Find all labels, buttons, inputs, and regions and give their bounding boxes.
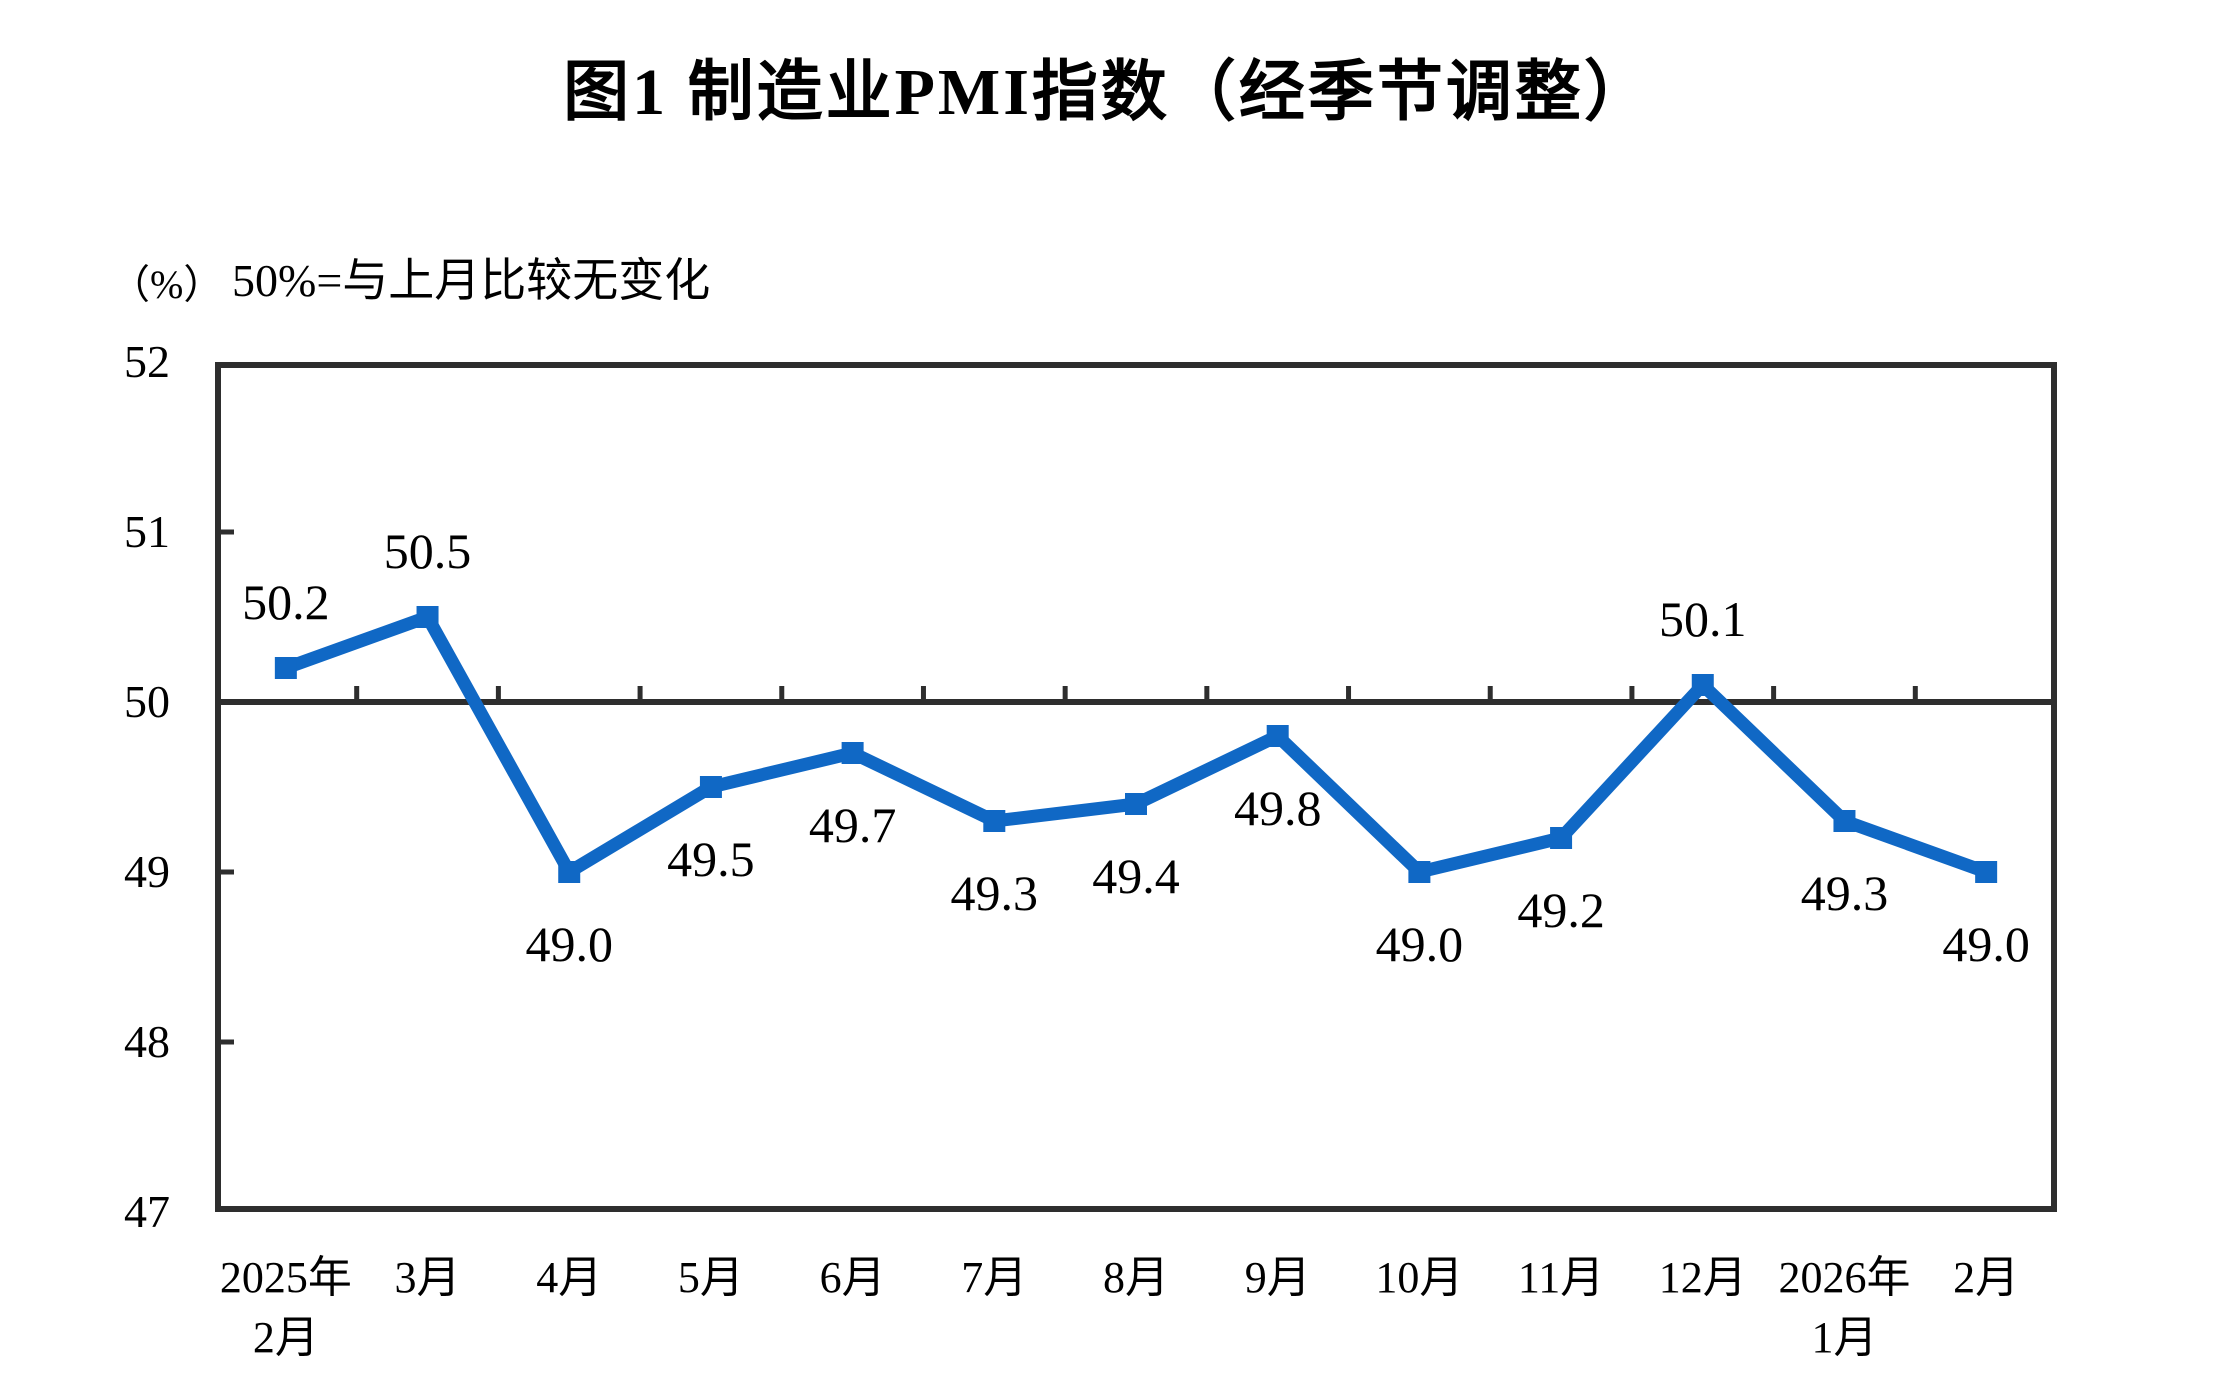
data-label: 50.1: [1659, 591, 1747, 647]
x-axis-label-line: 5月: [677, 1253, 744, 1302]
data-point-marker: [1691, 674, 1714, 696]
data-label: 49.5: [667, 831, 755, 887]
y-axis-tick-label: 48: [124, 1016, 170, 1067]
data-point-marker: [558, 861, 581, 883]
data-point-marker: [699, 776, 722, 798]
y-axis-tick-label: 51: [124, 506, 170, 557]
data-point-marker: [1975, 861, 1998, 883]
x-axis-label-line: 10月: [1375, 1253, 1464, 1302]
x-axis-label-line: 7月: [961, 1253, 1028, 1302]
data-label: 49.8: [1233, 780, 1322, 836]
x-axis-label: 6月: [733, 1248, 973, 1308]
x-axis-label-line: 2月: [1953, 1253, 2020, 1302]
chart-canvas: [215, 362, 2057, 1212]
data-label: 49.2: [1517, 882, 1605, 938]
data-point-marker: [1408, 861, 1431, 883]
x-axis-label-line: 6月: [819, 1253, 886, 1302]
x-axis-label: 9月: [1158, 1248, 1398, 1308]
x-axis-label: 11月: [1441, 1248, 1681, 1308]
data-point-marker: [1833, 810, 1856, 832]
x-axis-label: 5月: [591, 1248, 831, 1308]
y-axis-unit-label: （%）: [110, 262, 224, 307]
x-axis-label: 2026年 1月: [1724, 1248, 1964, 1368]
x-axis-label-line: 1月: [1811, 1313, 1878, 1362]
x-axis-label-line: 12月: [1658, 1253, 1747, 1302]
x-axis-label-line: 2月: [252, 1313, 319, 1362]
data-label: 49.0: [1942, 916, 2030, 972]
data-point-marker: [1266, 725, 1289, 747]
y-axis-tick-label: 49: [124, 846, 170, 897]
x-axis-label: 8月: [1016, 1248, 1256, 1308]
y-axis-tick-label: 52: [124, 336, 170, 387]
data-label: 49.0: [525, 916, 613, 972]
x-axis-label: 7月: [874, 1248, 1114, 1308]
data-label: 49.0: [1375, 916, 1464, 972]
data-point-marker: [274, 657, 297, 679]
x-axis-label: 4月: [449, 1248, 689, 1308]
x-axis-label: 2025年 2月: [166, 1248, 406, 1368]
data-point-marker: [983, 810, 1006, 832]
x-axis-label-line: 2025年: [219, 1253, 352, 1302]
x-axis-label-line: 4月: [536, 1253, 603, 1302]
data-label: 49.4: [1092, 848, 1180, 904]
x-axis-label-line: 11月: [1517, 1253, 1605, 1302]
y-axis-tick-label: 47: [124, 1186, 170, 1237]
plot-area: 50.2 50.5 49.0 49.5 49.7 49.3 49.4 49.8 49.0 49.2…: [215, 362, 2057, 1212]
chart-title: 图1 制造业PMI指数（经季节调整）: [563, 56, 1653, 129]
x-axis-label: 12月: [1583, 1248, 1823, 1308]
x-axis-label-line: 8月: [1103, 1253, 1169, 1302]
x-axis-label-line: 2026年: [1778, 1253, 1911, 1302]
y-axis-tick-label: 50: [124, 676, 170, 727]
x-axis-label: 3月: [308, 1248, 548, 1308]
data-label: 50.5: [383, 523, 472, 579]
plot-border: [215, 362, 2057, 1212]
x-axis-label: 10月: [1299, 1248, 1539, 1308]
data-label: 49.3: [1800, 865, 1889, 921]
reference-line-note: 50%=与上月比较无变化: [232, 255, 711, 306]
series-line: [283, 609, 1989, 882]
data-label: 49.7: [808, 797, 897, 853]
x-axis-label: 2月: [1866, 1248, 2106, 1308]
data-point-marker: [1550, 827, 1573, 849]
data-label: 49.3: [950, 865, 1039, 921]
x-axis-label-line: 9月: [1244, 1253, 1311, 1302]
data-point-marker: [416, 606, 439, 628]
data-point-marker: [841, 742, 864, 764]
data-label: 50.2: [242, 574, 330, 630]
data-point-marker: [1125, 793, 1147, 815]
x-axis-label-line: 3月: [394, 1253, 461, 1302]
